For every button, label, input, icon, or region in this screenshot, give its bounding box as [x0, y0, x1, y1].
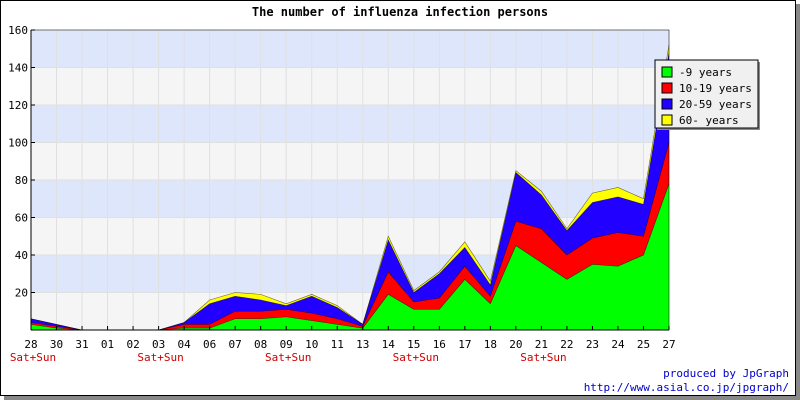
x-tick-label: 09: [280, 338, 293, 351]
x-tick-label: 20: [509, 338, 522, 351]
legend-swatch: [661, 82, 673, 94]
x-tick-label: 30: [50, 338, 63, 351]
x-tick-label: 02: [126, 338, 139, 351]
x-tick-label: 08: [254, 338, 267, 351]
legend-label: 10-19 years: [679, 82, 752, 95]
legend: -9 years 10-19 years 20-59 years 60- years: [654, 59, 760, 130]
weekend-label: Sat+Sun: [10, 351, 56, 364]
x-tick-label: 27: [662, 338, 675, 351]
grid-band: [31, 142, 669, 180]
x-tick-label: 15: [407, 338, 420, 351]
y-tick-label: 60: [15, 212, 28, 225]
x-tick-label: 04: [177, 338, 191, 351]
x-tick-label: 13: [356, 338, 369, 351]
weekend-label: Sat+Sun: [265, 351, 311, 364]
weekend-label: Sat+Sun: [137, 351, 183, 364]
x-tick-label: 28: [24, 338, 37, 351]
x-axis-ticks: 28 30 31 01 02 03 04 06 07 08 09 10 11 13 14 15 16 17 18 20…: [10, 326, 676, 364]
legend-label: -9 years: [679, 66, 732, 79]
credit-url[interactable]: http://www.asial.co.jp/jpgraph/: [584, 381, 789, 394]
x-tick-label: 25: [637, 338, 650, 351]
legend-label: 60- years: [679, 114, 739, 127]
grid-band: [31, 105, 669, 143]
y-tick-label: 40: [15, 249, 28, 262]
grid-band: [31, 30, 669, 68]
x-tick-label: 22: [560, 338, 573, 351]
x-tick-label: 11: [331, 338, 344, 351]
grid-band: [31, 67, 669, 105]
x-tick-label: 07: [229, 338, 242, 351]
weekend-label: Sat+Sun: [520, 351, 566, 364]
grid-band: [31, 180, 669, 218]
x-tick-label: 21: [535, 338, 548, 351]
chart-title: The number of influenza infection person…: [252, 5, 548, 19]
x-tick-label: 17: [458, 338, 471, 351]
x-tick-label: 14: [382, 338, 396, 351]
x-tick-label: 31: [75, 338, 88, 351]
x-tick-label: 01: [101, 338, 114, 351]
legend-label: 20-59 years: [679, 98, 752, 111]
y-tick-label: 140: [8, 62, 28, 75]
y-tick-label: 100: [8, 137, 28, 150]
y-tick-label: 80: [15, 174, 28, 187]
y-tick-label: 120: [8, 99, 28, 112]
y-axis-ticks: 20 40 60 80 100 120 140 160: [8, 24, 35, 300]
legend-swatch: [661, 66, 673, 78]
credit-text: produced by JpGraph: [663, 367, 789, 380]
x-tick-label: 03: [152, 338, 165, 351]
y-tick-label: 160: [8, 24, 28, 37]
series-area-0: [31, 183, 669, 330]
x-tick-label: 10: [305, 338, 318, 351]
x-tick-label: 24: [611, 338, 625, 351]
weekend-label: Sat+Sun: [393, 351, 439, 364]
x-tick-label: 18: [484, 338, 497, 351]
x-tick-label: 23: [586, 338, 599, 351]
legend-swatch: [661, 98, 673, 110]
legend-swatch: [661, 114, 673, 126]
x-tick-label: 06: [203, 338, 216, 351]
y-tick-label: 20: [15, 287, 28, 300]
x-tick-label: 16: [433, 338, 446, 351]
